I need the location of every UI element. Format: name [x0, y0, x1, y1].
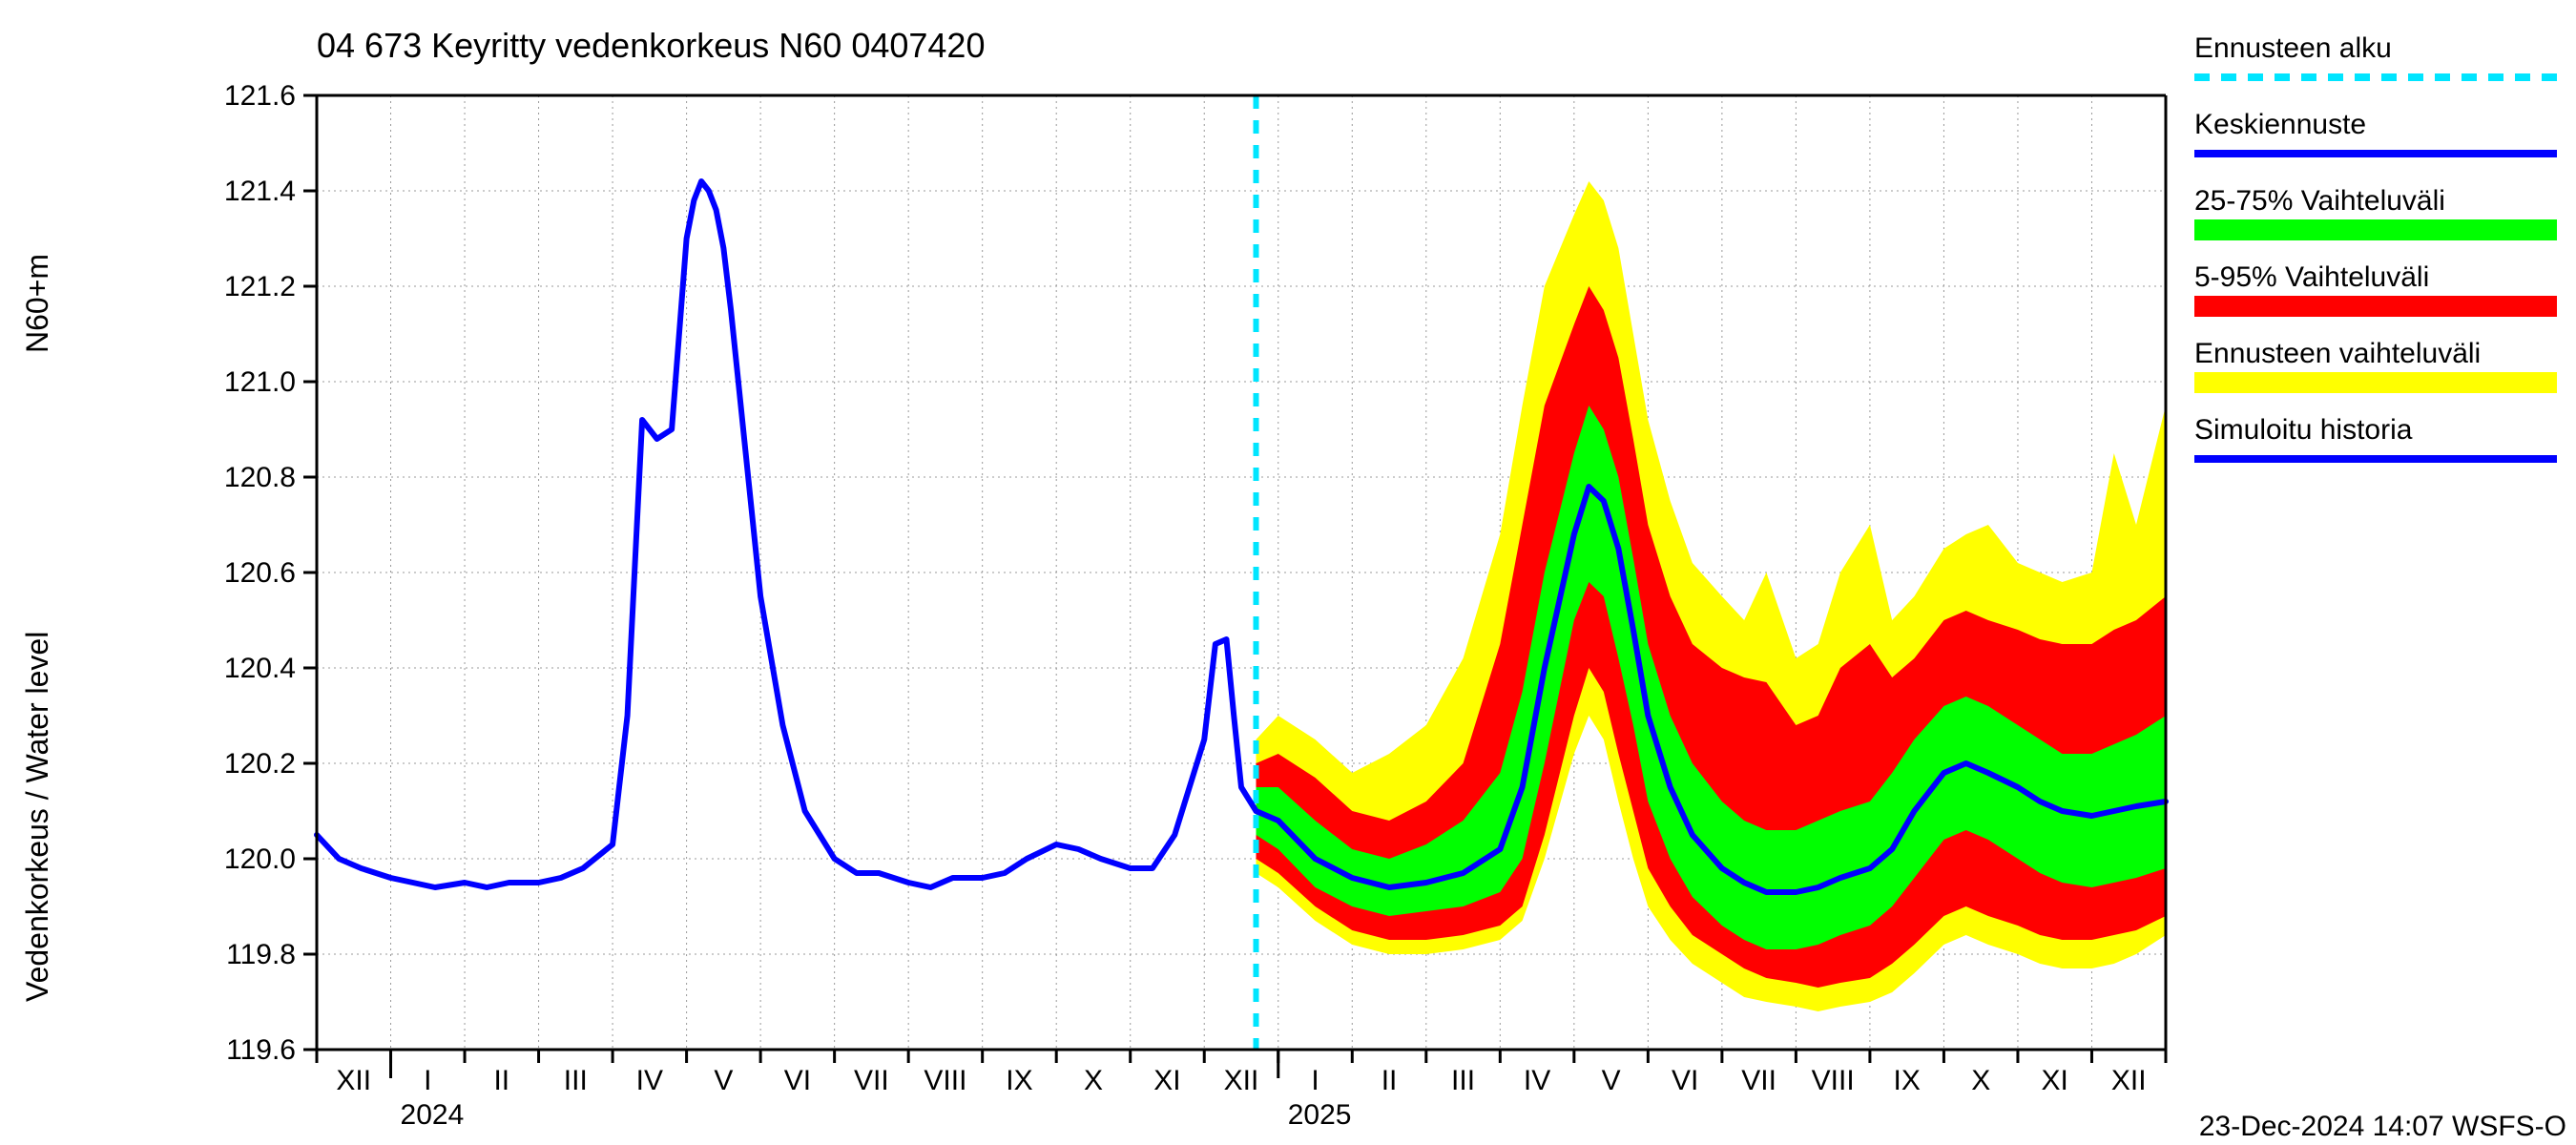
- chart-title: 04 673 Keyritty vedenkorkeus N60 0407420: [317, 26, 985, 65]
- legend-swatch: [2194, 296, 2557, 317]
- x-month-label: IX: [1894, 1065, 1921, 1096]
- y-axis-label-2: N60+m: [20, 254, 54, 353]
- x-month-label: VI: [1672, 1065, 1698, 1096]
- y-tick-label: 121.2: [224, 271, 296, 302]
- x-year-label: 2024: [401, 1099, 465, 1131]
- legend-swatch: [2194, 219, 2557, 240]
- timestamp-footer: 23-Dec-2024 14:07 WSFS-O: [2199, 1111, 2566, 1142]
- x-month-label: VII: [854, 1065, 889, 1096]
- y-tick-label: 121.4: [224, 176, 296, 207]
- water-level-forecast-chart: 04 673 Keyritty vedenkorkeus N60 0407420…: [0, 0, 2576, 1145]
- x-month-label: II: [1381, 1065, 1398, 1096]
- y-tick-label: 121.6: [224, 80, 296, 112]
- x-month-label: I: [1311, 1065, 1319, 1096]
- x-month-label: V: [714, 1065, 733, 1096]
- y-tick-label: 120.4: [224, 653, 296, 684]
- x-month-label: V: [1602, 1065, 1621, 1096]
- y-tick-label: 119.6: [226, 1034, 296, 1066]
- y-axis-label-1: Vedenkorkeus / Water level: [20, 632, 54, 1002]
- x-month-label: XII: [1224, 1065, 1259, 1096]
- plot-area: 119.6 119.8 120.0 120.2 120.4 120.6 120.8 121.0…: [224, 80, 2166, 1131]
- y-tick-label: 120.2: [224, 748, 296, 780]
- y-tick-label: 119.8: [226, 939, 296, 970]
- x-month-label: VII: [1741, 1065, 1776, 1096]
- x-month-label: VIII: [1812, 1065, 1855, 1096]
- x-month-label: VI: [784, 1065, 811, 1096]
- x-month-label: IX: [1006, 1065, 1032, 1096]
- legend-label: Keskiennuste: [2194, 109, 2366, 140]
- legend: Ennusteen alku Keskiennuste 25-75% Vaihtel…: [2194, 32, 2557, 459]
- x-month-label: III: [564, 1065, 588, 1096]
- x-month-label: I: [424, 1065, 431, 1096]
- legend-label: Ennusteen vaihteluväli: [2194, 338, 2481, 369]
- y-tick-label: 120.8: [224, 462, 296, 493]
- y-tick-label: 121.0: [224, 366, 296, 398]
- x-month-label: X: [1971, 1065, 1990, 1096]
- legend-label: 25-75% Vaihteluväli: [2194, 185, 2445, 217]
- y-tick-label: 120.0: [224, 843, 296, 875]
- x-year-label: 2025: [1288, 1099, 1352, 1131]
- x-month-label: III: [1451, 1065, 1475, 1096]
- x-month-label: VIII: [924, 1065, 966, 1096]
- x-month-label: IV: [1524, 1065, 1550, 1096]
- y-tick-label: 120.6: [224, 557, 296, 589]
- x-month-label: IV: [636, 1065, 663, 1096]
- x-month-label: XII: [336, 1065, 371, 1096]
- x-month-label: XII: [2111, 1065, 2147, 1096]
- legend-label: Simuloitu historia: [2194, 414, 2413, 446]
- x-month-label: XI: [1153, 1065, 1180, 1096]
- x-month-label: XI: [2042, 1065, 2068, 1096]
- x-month-label: X: [1084, 1065, 1103, 1096]
- legend-label: Ennusteen alku: [2194, 32, 2392, 64]
- x-month-label: II: [493, 1065, 509, 1096]
- legend-swatch: [2194, 372, 2557, 393]
- legend-label: 5-95% Vaihteluväli: [2194, 261, 2429, 293]
